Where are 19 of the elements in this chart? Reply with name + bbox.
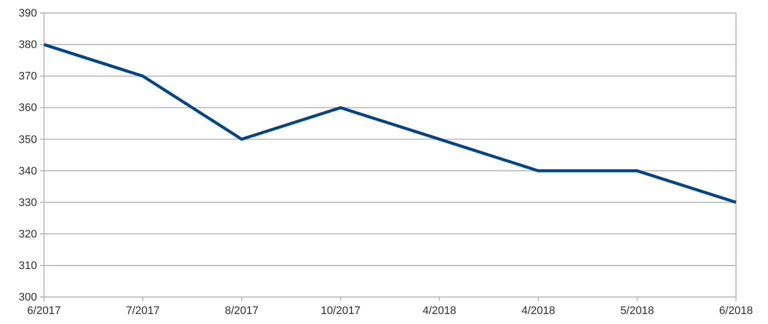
x-tick-label: 7/2017 bbox=[126, 304, 160, 317]
y-tick-label: 380 bbox=[18, 39, 37, 52]
y-tick-label: 300 bbox=[18, 292, 37, 304]
x-tick-label: 6/2017 bbox=[27, 304, 61, 317]
line-series bbox=[42, 43, 738, 204]
x-tick-label: 6/2018 bbox=[719, 304, 753, 317]
y-tick-label: 360 bbox=[18, 102, 37, 114]
y-tick-label: 320 bbox=[18, 228, 37, 240]
y-tick-label: 390 bbox=[18, 8, 37, 20]
x-tick-label: 4/2018 bbox=[422, 304, 456, 317]
y-tick-label: 340 bbox=[18, 165, 37, 178]
y-tick-label: 310 bbox=[18, 260, 37, 272]
x-tick-label: 10/2017 bbox=[320, 304, 360, 317]
x-tick-label: 8/2017 bbox=[224, 304, 259, 317]
x-tick-label: 4/2018 bbox=[521, 304, 556, 317]
y-tick-label: 350 bbox=[18, 134, 37, 146]
x-tick-label: 5/2018 bbox=[620, 304, 654, 317]
y-tick-label: 370 bbox=[18, 70, 37, 83]
y-tick-label: 330 bbox=[18, 196, 37, 209]
